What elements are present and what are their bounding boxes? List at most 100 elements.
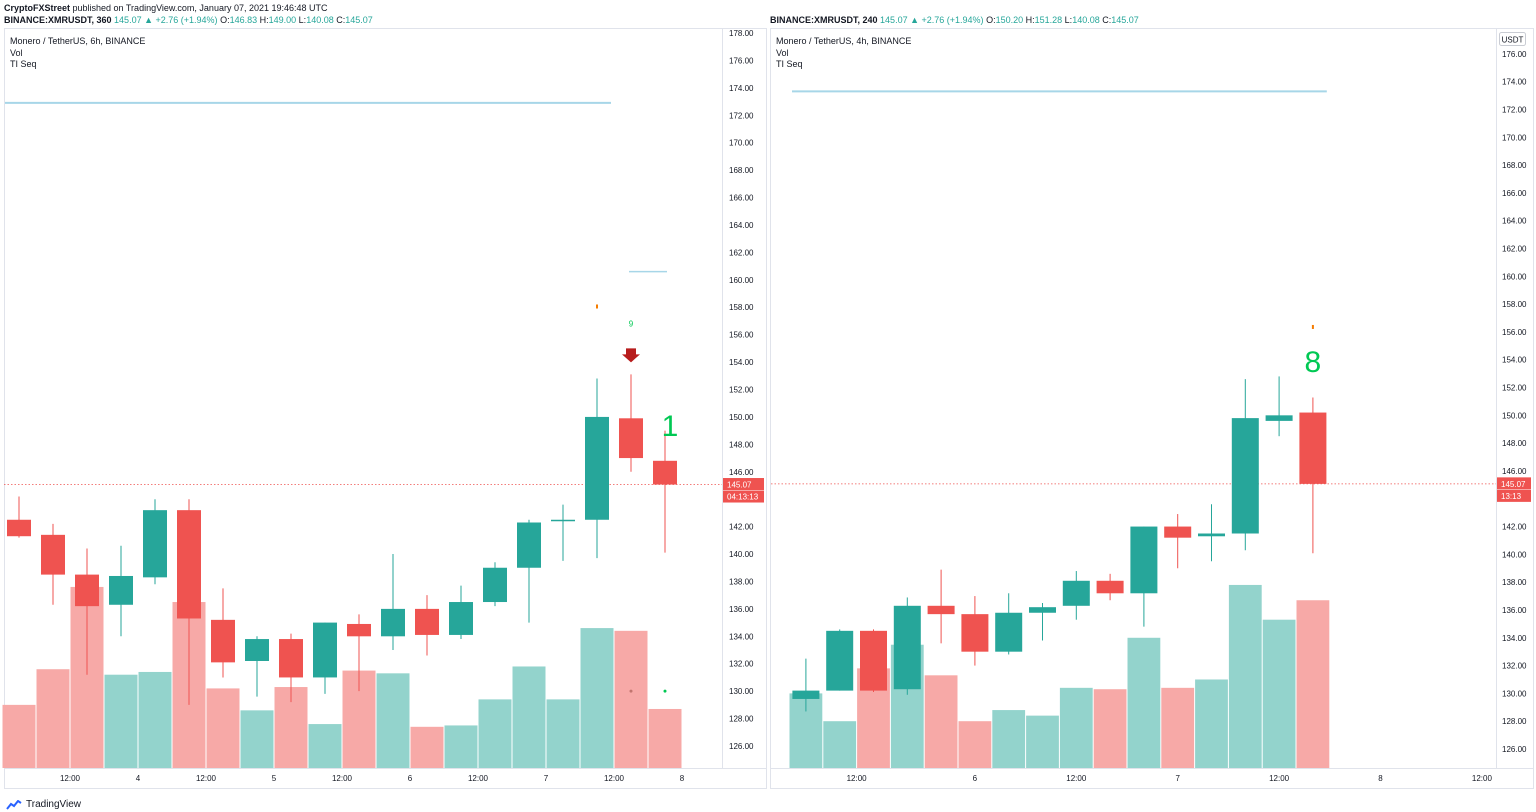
td-marker-orange-right — [1311, 324, 1314, 329]
left-chart[interactable]: 126.00 128.00 130.00 132.00 134.00 136.00 138.… — [2, 29, 765, 783]
x-tick-left: 12:00 — [604, 774, 625, 783]
countdown-bg-right — [1497, 489, 1531, 502]
y-tick-left: 162.00 — [729, 248, 754, 257]
td-dot-left — [629, 689, 633, 693]
tradingview-footer[interactable]: TradingView — [6, 799, 81, 810]
x-tick-right: 12:00 — [847, 774, 868, 783]
x-tick-left: 7 — [544, 774, 549, 783]
candle-body-right — [1062, 580, 1090, 606]
x-tick-left: 12:00 — [196, 774, 217, 783]
y-tick-left: 156.00 — [729, 331, 754, 340]
y-tick-right: 136.00 — [1502, 606, 1527, 615]
change-left: ▲ +2.76 (+1.94%) — [144, 15, 218, 25]
legend-title-left[interactable]: Monero / TetherUS, 6h, BINANCE — [10, 36, 145, 46]
candle-body-right — [927, 605, 955, 615]
change-right: ▲ +2.76 (+1.94%) — [910, 15, 984, 25]
y-tick-left: 138.00 — [729, 577, 754, 586]
x-tick-left: 4 — [136, 774, 141, 783]
candle-body-right — [1029, 607, 1056, 613]
tradingview-logo-icon — [6, 799, 22, 810]
high-right: 151.28 — [1034, 15, 1063, 25]
x-tick-left: 12:00 — [60, 774, 81, 783]
y-tick-left: 168.00 — [729, 166, 754, 175]
x-tick-left: 12:00 — [332, 774, 353, 783]
candle-body-left — [381, 608, 405, 637]
countdown-label-right: 13:13 — [1501, 492, 1522, 501]
close-right: 145.07 — [880, 15, 908, 25]
y-tick-right: 128.00 — [1502, 717, 1527, 726]
tradingview-brand: TradingView — [26, 799, 82, 810]
x-tick-right: 12:00 — [1066, 774, 1087, 783]
currency-badge[interactable] — [1499, 32, 1526, 46]
candle-body-right — [1265, 415, 1293, 421]
y-tick-right: 126.00 — [1502, 745, 1527, 754]
volume-bar-left — [308, 724, 342, 768]
candle-body-right — [1299, 412, 1327, 484]
low-right: 140.08 — [1072, 15, 1100, 25]
candle-body-left — [313, 622, 337, 678]
price-label-right: 145.07 — [1501, 480, 1526, 489]
published-text: published on TradingView.com, January 07… — [70, 3, 328, 13]
legend-tiseq-left[interactable]: TI Seq — [10, 59, 37, 69]
candle-body-left — [7, 519, 31, 537]
candle-body-left — [347, 623, 371, 637]
candle-body-right — [893, 605, 921, 690]
closeval-left: 145.07 — [345, 15, 373, 25]
y-tick-left: 148.00 — [729, 440, 754, 449]
open-left: 146.83 — [229, 15, 258, 25]
x-tick-right: 6 — [973, 774, 978, 783]
candle-body-left — [143, 510, 167, 578]
y-tick-left: 160.00 — [729, 276, 754, 285]
ohlc-bar-right: BINANCE:XMRUSDT, 240 145.07 ▲ +2.76 (+1.… — [770, 15, 1139, 25]
y-tick-right: 150.00 — [1502, 411, 1527, 420]
candle-body-left — [75, 574, 99, 607]
volume-bar-right — [1195, 679, 1228, 768]
candle-body-left — [211, 619, 235, 663]
volume-bar-left — [546, 699, 580, 768]
candle-body-left — [517, 522, 541, 568]
volume-bar-right — [1262, 619, 1296, 768]
y-tick-right: 156.00 — [1502, 328, 1527, 337]
y-tick-left: 150.00 — [729, 413, 754, 422]
right-chart[interactable]: 126.00 128.00 130.00 132.00 134.00 136.00 138.… — [771, 50, 1531, 783]
legend-vol-right[interactable]: Vol — [776, 48, 789, 58]
high-left: 149.00 — [268, 15, 297, 25]
candle-body-left — [245, 639, 269, 661]
td-marker-orange-left — [596, 304, 598, 309]
candle-body-left — [415, 608, 439, 635]
volume-bar-left — [376, 673, 410, 768]
legend-tiseq-right[interactable]: TI Seq — [776, 59, 803, 69]
y-tick-left: 164.00 — [729, 221, 754, 230]
publisher-name[interactable]: CryptoFXStreet — [4, 3, 71, 13]
candle-body-left — [619, 418, 643, 459]
y-tick-left: 130.00 — [729, 687, 754, 696]
legend-vol-left[interactable]: Vol — [10, 48, 23, 58]
y-tick-left: 178.00 — [729, 29, 754, 38]
x-tick-left: 12:00 — [468, 774, 489, 783]
legend-title-right[interactable]: Monero / TetherUS, 4h, BINANCE — [776, 36, 911, 46]
y-tick-right: 158.00 — [1502, 300, 1527, 309]
volume-bar-right — [1296, 600, 1330, 768]
volume-bar-left — [444, 725, 478, 768]
volume-bar-left — [104, 674, 138, 768]
y-tick-right: 148.00 — [1502, 439, 1527, 448]
volume-bar-right — [1026, 715, 1059, 768]
currency-label: USDT — [1502, 36, 1524, 45]
publisher-credit: CryptoFXStreet published on TradingView.… — [4, 3, 328, 13]
td-dot-left — [663, 689, 667, 693]
symbol-right[interactable]: BINANCE:XMRUSDT, 240 — [770, 15, 878, 25]
symbol-left[interactable]: BINANCE:XMRUSDT, 360 — [4, 15, 112, 25]
volume-bar-right — [823, 721, 857, 768]
candle-body-left — [483, 567, 507, 603]
y-tick-right: 162.00 — [1502, 244, 1527, 253]
low-left: 140.08 — [306, 15, 334, 25]
y-tick-left: 152.00 — [729, 386, 754, 395]
price-label-bg-left — [723, 478, 764, 491]
td-count-nine: 9 — [629, 319, 634, 328]
y-tick-right: 142.00 — [1502, 523, 1527, 532]
closeval-right: 145.07 — [1111, 15, 1139, 25]
x-tick-left: 5 — [272, 774, 277, 783]
y-tick-right: 168.00 — [1502, 161, 1527, 170]
td-count-big-left: 1 — [662, 410, 679, 443]
